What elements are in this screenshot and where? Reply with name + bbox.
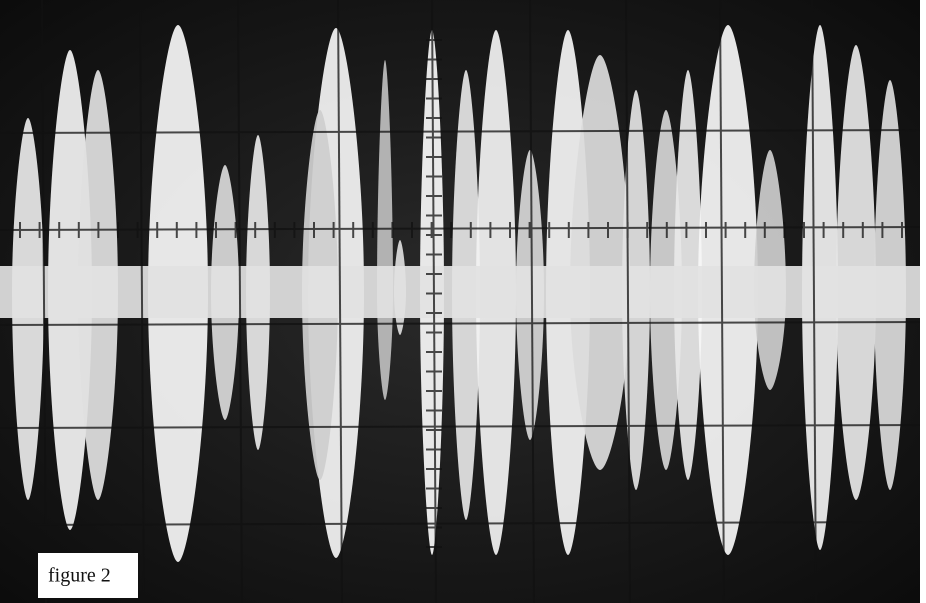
caption: figure 2 <box>48 565 111 587</box>
baseline-band <box>0 266 920 318</box>
oscilloscope-photo: figure 2 <box>0 0 926 603</box>
page: {"figure": {"caption": "figure 2"}} figu… <box>0 0 926 603</box>
